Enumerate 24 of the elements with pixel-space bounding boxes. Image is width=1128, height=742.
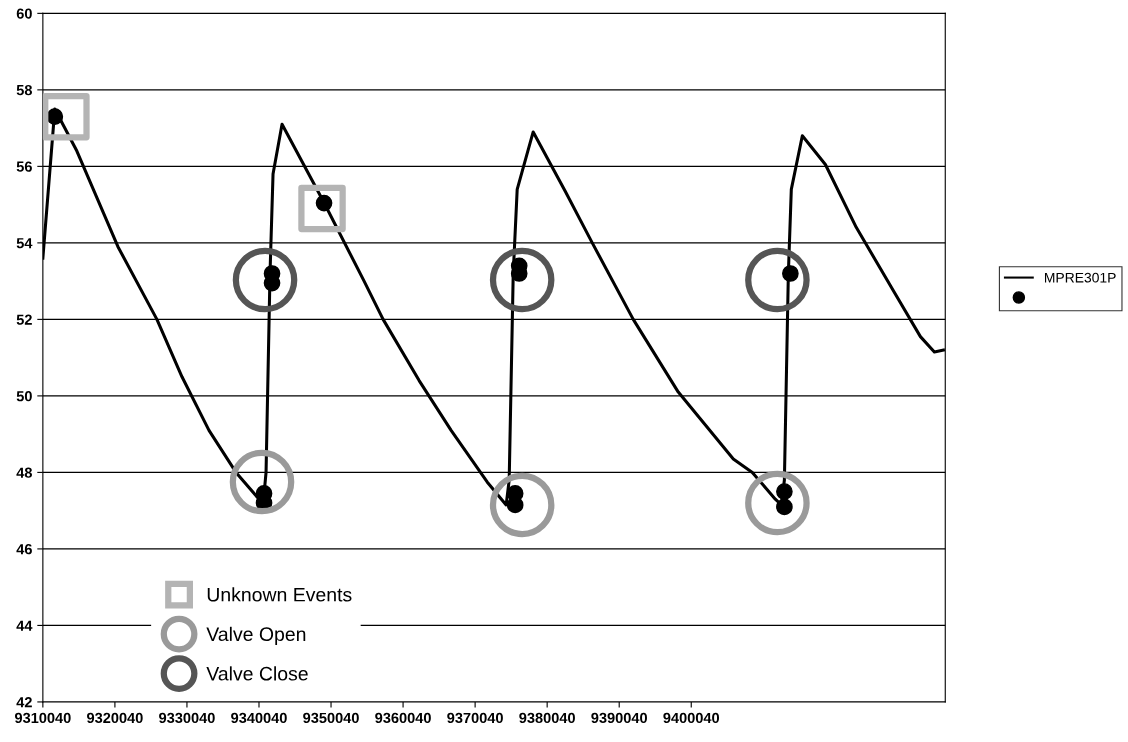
x-tick-label: 9380040	[519, 712, 575, 724]
legend-label: MPRE301P	[1044, 272, 1116, 283]
y-tick-label: 52	[16, 314, 32, 325]
y-tick-label: 48	[16, 467, 32, 478]
y-tick-label: 50	[16, 391, 32, 402]
x-tick-label: 9350040	[303, 712, 359, 724]
legend-label: Valve Close	[206, 666, 308, 681]
x-tick-label: 9400040	[663, 712, 720, 724]
y-tick-label: 60	[16, 8, 32, 19]
x-tick-label: 9340040	[231, 712, 287, 724]
y-tick-label: 42	[16, 697, 32, 708]
x-tick-label: 9330040	[159, 712, 215, 724]
x-tick-label: 9390040	[591, 712, 647, 724]
y-tick-label: 58	[16, 84, 32, 96]
legend-label: Valve Open	[206, 626, 306, 645]
x-tick-label: 9320040	[87, 712, 143, 724]
x-tick-label: 9370040	[447, 712, 503, 724]
y-tick-label: 46	[16, 544, 32, 555]
y-tick-label: 54	[16, 238, 33, 249]
y-tick-label: 44	[16, 620, 33, 631]
x-tick-label: 9360040	[375, 712, 431, 724]
x-tick-label: 9310040	[14, 712, 71, 724]
y-tick-label: 56	[16, 161, 32, 172]
legend-label: Unknown Events	[207, 587, 352, 602]
